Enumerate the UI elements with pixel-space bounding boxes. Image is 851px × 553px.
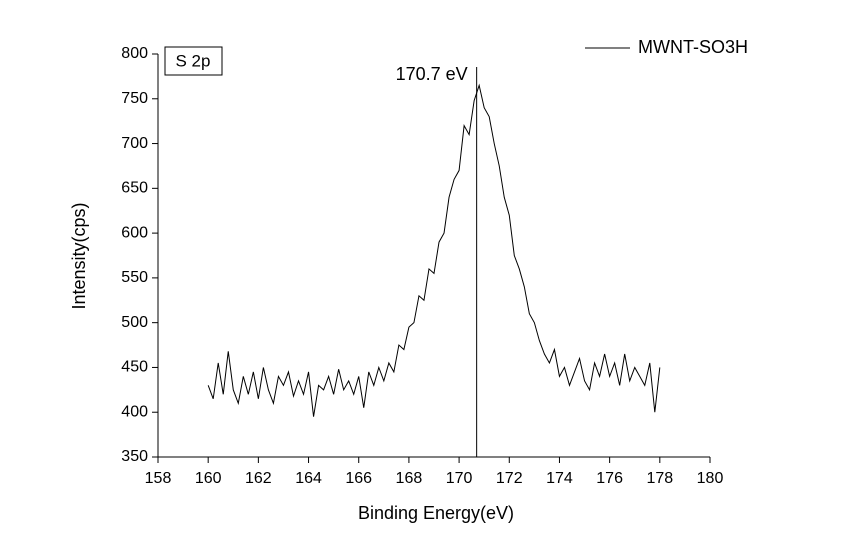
x-tick-label: 164: [295, 470, 322, 487]
legend-label: MWNT-SO3H: [638, 37, 748, 57]
x-tick-label: 158: [145, 470, 172, 487]
y-tick-label: 800: [121, 45, 148, 62]
x-tick-label: 178: [646, 470, 673, 487]
x-tick-label: 162: [245, 470, 272, 487]
y-tick-label: 600: [121, 224, 148, 241]
x-tick-label: 174: [546, 470, 573, 487]
x-tick-label: 170: [446, 470, 473, 487]
x-tick-label: 180: [697, 470, 724, 487]
y-tick-label: 700: [121, 135, 148, 152]
y-tick-label: 550: [121, 269, 148, 286]
y-tick-label: 450: [121, 359, 148, 376]
data-line: [207, 83, 661, 417]
x-axis-title: Binding Energy(eV): [358, 503, 514, 523]
y-axis-title: Intensity(cps): [69, 202, 89, 309]
x-tick-label: 176: [596, 470, 623, 487]
annotation-label: 170.7 eV: [396, 64, 468, 84]
panel-label-box: [164, 46, 223, 76]
x-tick-label: 168: [396, 470, 423, 487]
y-tick-label: 650: [121, 180, 148, 197]
y-tick-label: 400: [121, 403, 148, 420]
y-tick-label: 750: [121, 90, 148, 107]
y-tick-label: 500: [121, 314, 148, 331]
panel-label: S 2p: [176, 51, 211, 70]
x-tick-label: 172: [496, 470, 523, 487]
x-tick-label: 160: [195, 470, 222, 487]
y-tick-label: 350: [121, 448, 148, 465]
x-tick-label: 166: [345, 470, 372, 487]
